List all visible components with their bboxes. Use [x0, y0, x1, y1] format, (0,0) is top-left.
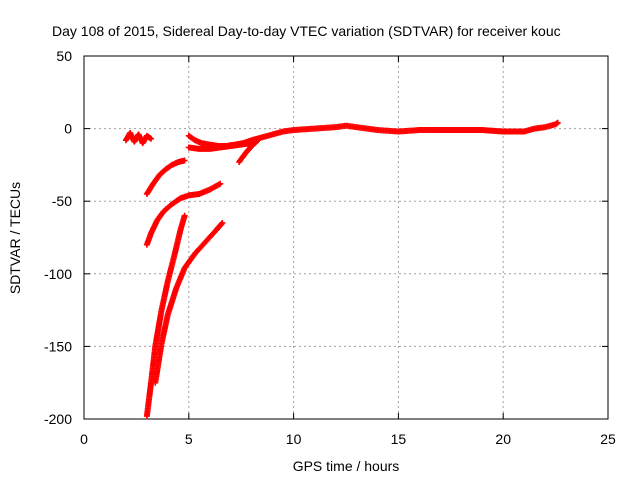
data-point — [253, 138, 260, 145]
x-tick-label: 15 — [391, 431, 407, 447]
y-tick-label: -150 — [44, 338, 72, 354]
x-tick-label: 20 — [495, 431, 511, 447]
x-axis-label: GPS time / hours — [293, 458, 400, 474]
series-arc-1 — [122, 129, 155, 147]
series-arc-7 — [143, 212, 188, 420]
y-tick-label: -50 — [52, 193, 72, 209]
x-tick-label: 25 — [600, 431, 616, 447]
data-points — [122, 119, 561, 420]
data-point — [181, 157, 188, 164]
chart-title: Day 108 of 2015, Sidereal Day-to-day VTE… — [52, 23, 561, 39]
data-point — [148, 135, 155, 142]
axis-ticks: 0 5 10 15 20 25 -200 -150 -100 -50 0 50 — [44, 48, 616, 447]
y-tick-label: 0 — [64, 121, 72, 137]
y-tick-label: -200 — [44, 411, 72, 427]
series-arc-3 — [185, 140, 255, 152]
data-point — [554, 119, 561, 126]
series-arc-8 — [152, 219, 226, 386]
data-point — [181, 212, 188, 219]
data-point — [219, 219, 226, 226]
x-tick-label: 0 — [80, 431, 88, 447]
y-tick-label: -100 — [44, 266, 72, 282]
data-point — [217, 180, 224, 187]
series-arc-6 — [143, 180, 224, 248]
plot-frame — [83, 55, 609, 420]
y-axis-label: SDTVAR / TECUs — [7, 182, 23, 294]
x-tick-label: 5 — [185, 431, 193, 447]
data-point — [254, 137, 261, 144]
x-tick-label: 10 — [286, 431, 302, 447]
data-point — [218, 221, 225, 228]
series-arc-5 — [143, 157, 188, 197]
series-arc-4 — [236, 137, 261, 165]
y-tick-label: 50 — [56, 48, 72, 64]
